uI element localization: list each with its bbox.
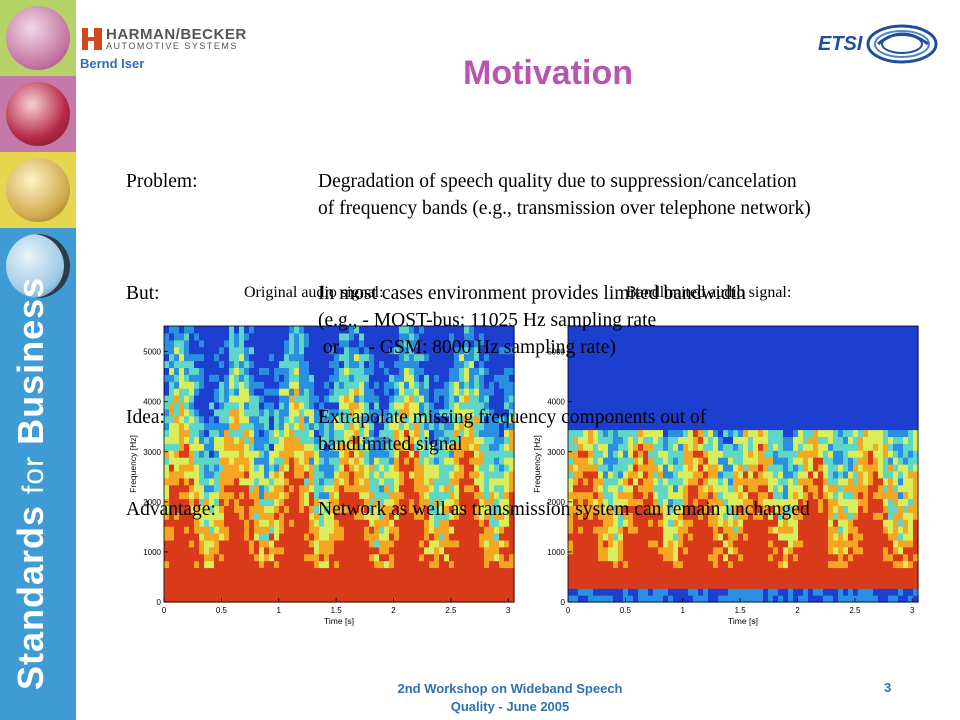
- company-name: HARMAN/BECKER: [106, 26, 247, 43]
- decor-tile-4: [0, 228, 76, 304]
- figure-label-bandlimited: Bandlimited audio signal:: [626, 284, 792, 301]
- spectrogram-bandlimited: 0 0.5 1 1.5 2 2.5 3 0 1000 2000 3000 4000 5000 Time […: [530, 318, 930, 638]
- y-axis-label: Frequency [Hz]: [128, 435, 138, 493]
- harman-becker-logo: HARMAN/BECKER AUTOMOTIVE SYSTEMS: [82, 26, 247, 52]
- x-tick-label: 0.5: [620, 606, 632, 615]
- y-tick-label: 1000: [143, 548, 161, 557]
- x-axis-label: Time [s]: [324, 616, 354, 626]
- y-tick-label: 4000: [143, 398, 161, 407]
- item-line: (e.g., - MOST-bus: 11025 Hz sampling rat…: [318, 310, 657, 331]
- item-line: Degradation of speech quality due to sup…: [318, 171, 797, 192]
- y-tick-label: 0: [157, 598, 162, 607]
- decor-tile-1: [0, 0, 76, 76]
- x-tick-label: 1.5: [735, 606, 747, 615]
- item-line: Extrapolate missing frequency components…: [318, 407, 707, 428]
- x-tick-label: 2.5: [445, 606, 457, 615]
- page-number: 3: [884, 680, 892, 695]
- hb-logo-icon: [82, 28, 102, 50]
- x-tick-label: 1.5: [331, 606, 343, 615]
- spectrogram-image: [568, 326, 919, 603]
- y-axis-label: Frequency [Hz]: [532, 435, 542, 493]
- sidebar-brand-text: Standards for Business: [10, 276, 51, 690]
- y-tick-label: 5000: [547, 348, 565, 357]
- x-tick-label: 2: [795, 606, 800, 615]
- spectrogram-image: [164, 326, 515, 603]
- x-tick-label: 1: [681, 606, 686, 615]
- item-key: Idea:: [126, 407, 165, 428]
- x-tick-label: 3: [910, 606, 915, 615]
- x-tick-label: 0: [566, 606, 571, 615]
- y-tick-label: 2000: [143, 498, 161, 507]
- company-subtitle: AUTOMOTIVE SYSTEMS: [106, 41, 238, 51]
- item-key: Problem:: [126, 171, 198, 192]
- sidebar-band: Standards for Business: [0, 0, 76, 720]
- y-tick-label: 1000: [547, 548, 565, 557]
- footer-line: Quality - June 2005: [450, 699, 570, 714]
- y-tick-label: 0: [561, 598, 566, 607]
- x-tick-label: 2: [391, 606, 396, 615]
- y-tick-label: 3000: [143, 448, 161, 457]
- plot-frame: [567, 325, 919, 603]
- etsi-logo: ETSI: [818, 22, 942, 66]
- decor-tile-2: [0, 76, 76, 152]
- svg-text:ETSI: ETSI: [818, 33, 863, 55]
- item-key: Advantage:: [126, 499, 216, 520]
- y-tick-label: 4000: [547, 398, 565, 407]
- author-name: Bernd Iser: [80, 56, 145, 71]
- item-line: Network as well as transmission system c…: [318, 499, 810, 520]
- item-line: of frequency bands (e.g., transmission o…: [318, 198, 811, 219]
- x-tick-label: 0.5: [216, 606, 228, 615]
- globe-icon: [6, 158, 70, 222]
- item-key: But:: [126, 283, 160, 304]
- item-line: bandlimited signal: [318, 434, 463, 455]
- decor-tile-3: [0, 152, 76, 228]
- globe-icon: [6, 234, 70, 298]
- item-line: In most cases environment provides limit…: [318, 283, 746, 304]
- x-tick-label: 0: [162, 606, 167, 615]
- y-tick-label: 2000: [547, 498, 565, 507]
- footer-line: 2nd Workshop on Wideband Speech: [397, 681, 623, 696]
- plot-frame: [163, 325, 515, 603]
- globe-icon: [6, 6, 70, 70]
- x-axis-label: Time [s]: [728, 616, 758, 626]
- spectrogram-original: 0 0.5 1 1.5 2 2.5 3 0 1000 2000 3000 4000 5000 Time […: [126, 318, 526, 638]
- slide-title: Motivation: [463, 54, 633, 92]
- item-line: or - GSM: 8000 Hz sampling rate): [318, 337, 616, 358]
- x-tick-label: 1: [277, 606, 282, 615]
- y-tick-label: 3000: [547, 448, 565, 457]
- x-tick-label: 2.5: [849, 606, 861, 615]
- globe-icon: [6, 82, 70, 146]
- footer-event: 2nd Workshop on Wideband Speech Quality …: [340, 680, 680, 716]
- y-tick-label: 5000: [143, 348, 161, 357]
- x-tick-label: 3: [506, 606, 511, 615]
- figure-label-original: Original audio signal:: [244, 284, 384, 301]
